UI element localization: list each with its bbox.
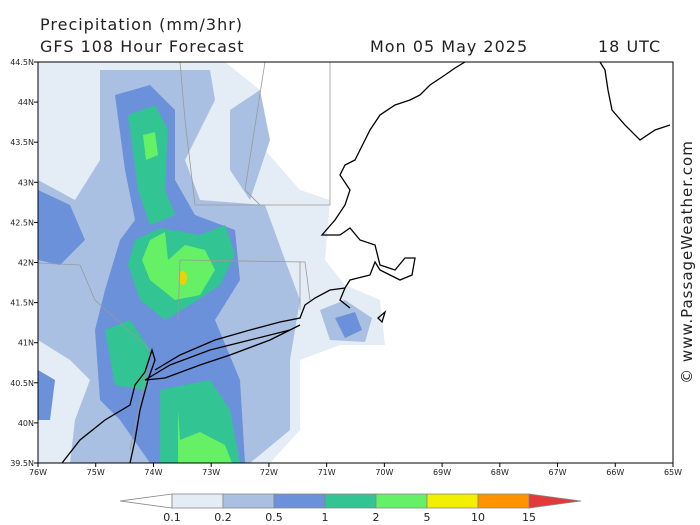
lat-label: 43N [18,178,34,187]
legend-label: 2 [373,511,380,524]
legend-box [426,493,479,509]
lat-label: 40N [18,419,34,428]
legend-box [273,493,326,509]
time: 18 UTC [598,37,661,56]
legend-label: 10 [471,511,485,524]
lon-label: 67W [548,468,566,477]
legend-box [222,493,275,509]
lat-label: 41.5N [10,299,34,308]
legend-arrow-low [119,493,173,509]
legend-label: 1 [322,511,329,524]
lon-label: 76W [29,468,47,477]
legend-box [375,493,428,509]
lon-label: 70W [375,468,393,477]
legend-label: 0.5 [265,511,283,524]
lat-label: 39.5N [10,459,34,468]
lon-label: 65W [664,468,682,477]
coastline [61,62,671,463]
borders [38,62,331,451]
lat-label: 41N [18,339,34,348]
precip-l6 [179,271,187,285]
lat-label: 44.5N [10,58,34,67]
lon-label: 71W [318,468,336,477]
date: Mon 05 May 2025 [370,37,528,56]
legend-box [477,493,530,509]
legend-label: 0.1 [163,511,181,524]
lon-label: 69W [433,468,451,477]
lon-label: 72W [260,468,278,477]
legend-label: 0.2 [214,511,232,524]
map [38,62,673,463]
model: GFS 108 Hour Forecast [40,37,245,56]
lat-label: 44N [18,98,34,107]
lat-label: 42N [18,259,34,268]
lat-label: 40.5N [10,379,34,388]
lon-label: 66W [606,468,624,477]
lat-label: 43.5N [10,138,34,147]
lon-label: 75W [87,468,105,477]
lat-label: 42.5N [10,218,34,227]
title: Precipitation (mm/3hr) [40,15,243,34]
credit: © www.PassageWeather.com [678,140,696,384]
lon-label: 74W [144,468,162,477]
legend-box [324,493,377,509]
legend-box [171,493,224,509]
lon-label: 68W [491,468,509,477]
legend-label: 15 [522,511,536,524]
lon-label: 73W [202,468,220,477]
precip-l5 [142,132,232,463]
legend-label: 5 [424,511,431,524]
legend-arrow-high [528,493,582,509]
